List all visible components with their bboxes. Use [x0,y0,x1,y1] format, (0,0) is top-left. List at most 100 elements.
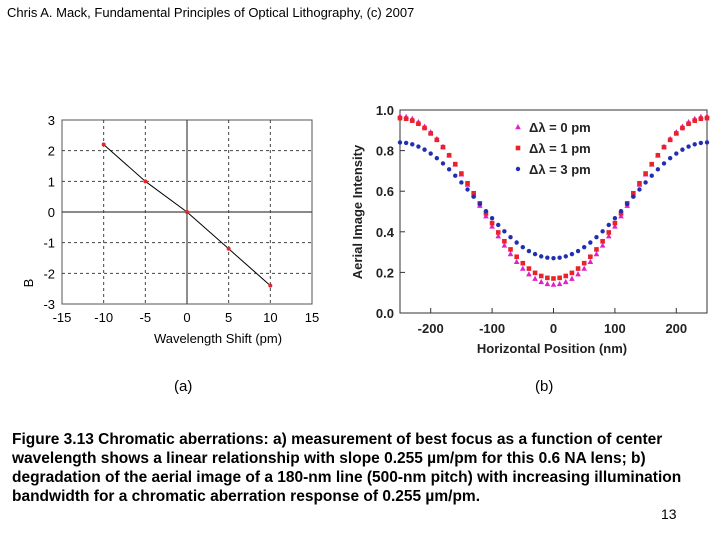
chart-b-point [545,275,550,281]
chart-b-point [410,142,415,147]
chart-b-point [557,275,562,281]
chart-a-point [101,142,106,147]
chart-b-point [698,116,704,122]
chart-b-y-tick-label: 0.2 [376,265,394,280]
chart-a-x-tick-label: -10 [94,310,113,325]
chart-b-series-group [397,113,710,287]
chart-b-x-tick-label: -100 [479,321,505,336]
chart-a-point [143,179,148,184]
chart-b-point [575,271,581,277]
chart-b-point [612,220,618,226]
page-header: Chris A. Mack, Fundamental Principles of… [7,5,415,20]
chart-b-point [594,247,599,252]
chart-b-point [440,144,446,150]
chart-b-x-ticks: -200 -100 0 100 200 [418,308,687,336]
chart-b-point [446,167,452,172]
chart-b-point [526,266,532,271]
chart-a-xlabel: Wavelength Shift (pm) [154,331,282,346]
chart-b-point [403,140,409,146]
chart-b-point [526,248,532,254]
chart-b-x-tick-label: 0 [550,321,557,336]
chart-b-point [513,258,520,264]
chart-b-point [587,258,594,264]
chart-b-point [581,265,587,271]
chart-b: -200 -100 0 100 200 0.0 0.2 0.4 0.6 0.8 1.0 Δλ = … [350,103,710,356]
chart-b-point [507,251,514,257]
chart-a-y-tick-label: -2 [43,266,55,281]
chart-b-point [483,213,489,219]
panel-label-b: (b) [535,378,554,395]
chart-b-point [674,131,679,136]
chart-b-y-tick-label: 0.4 [376,225,395,240]
chart-b-y-tick-label: 1.0 [376,103,394,118]
chart-b-point [556,280,563,287]
chart-b-point [655,167,661,172]
chart-b-point [575,266,581,271]
chart-b-point [643,180,648,185]
chart-a-ylabel: B [21,279,36,288]
chart-a-y-tick-label: 0 [48,205,55,220]
chart-b-legend: Δλ = 0 pm Δλ = 1 pm Δλ = 3 pm [515,120,591,177]
chart-a-series [101,142,273,288]
chart-a-point [226,246,231,251]
chart-b-legend-label: Δλ = 1 pm [529,141,591,156]
chart-b-point [551,276,556,281]
chart-b-point [674,151,679,156]
chart-a-point [268,283,273,288]
chart-b-legend-label: Δλ = 0 pm [529,120,591,135]
chart-b-point [545,255,550,260]
chart-b-point [471,194,476,199]
chart-b-point [661,144,667,150]
chart-b-point [600,229,605,234]
chart-b-point [667,155,673,161]
chart-b-point [520,265,526,271]
chart-b-point [440,161,446,166]
chart-b-point [422,147,427,152]
panel-label-a: (a) [174,378,193,395]
chart-b-legend-marker [515,124,521,130]
chart-b-point [465,180,470,186]
chart-a-y-tick-label: -1 [43,236,55,251]
chart-b-point [538,278,545,285]
chart-b-point [618,213,624,219]
chart-b-y-tick-label: 0.8 [376,144,394,159]
chart-b-point [550,281,557,287]
chart-b-x-tick-label: 100 [604,321,626,336]
chart-b-point [477,201,483,207]
chart-b-point [698,140,704,146]
chart-b-point [489,216,495,221]
chart-b-point [593,251,600,257]
chart-b-xlabel: Horizontal Position (nm) [477,341,627,356]
chart-b-point [594,235,599,240]
chart-a-x-ticks: -15 -10 -5 0 5 10 15 [53,310,320,325]
chart-b-point [538,273,544,279]
chart-b-point [680,147,685,152]
chart-b-point [397,140,403,145]
chart-b-x-tick-label: 200 [665,321,687,336]
chart-a-x-tick-label: -5 [140,310,152,325]
chart-a-y-tick-label: 2 [48,144,55,159]
chart-b-point [606,230,612,235]
chart-b-point [588,240,593,245]
chart-b-point [582,244,587,250]
chart-b-point [637,187,642,192]
chart-b-point [532,251,538,257]
chart-b-point [569,270,575,276]
page-number: 13 [661,506,677,522]
chart-b-point [526,271,532,277]
chart-b-point [501,242,508,248]
chart-b-point [532,270,538,276]
chart-b-point [544,280,551,287]
chart-a-y-tick-label: 3 [48,113,55,128]
chart-b-point [452,161,458,167]
chart-b-point [446,153,452,158]
chart-b-point [631,190,636,196]
chart-a-y-tick-label: -3 [43,297,55,312]
chart-b-point [563,254,568,259]
chart-b-point [612,216,618,221]
chart-b-series [397,113,710,287]
chart-b-point [422,125,427,131]
chart-b-point [434,137,440,143]
